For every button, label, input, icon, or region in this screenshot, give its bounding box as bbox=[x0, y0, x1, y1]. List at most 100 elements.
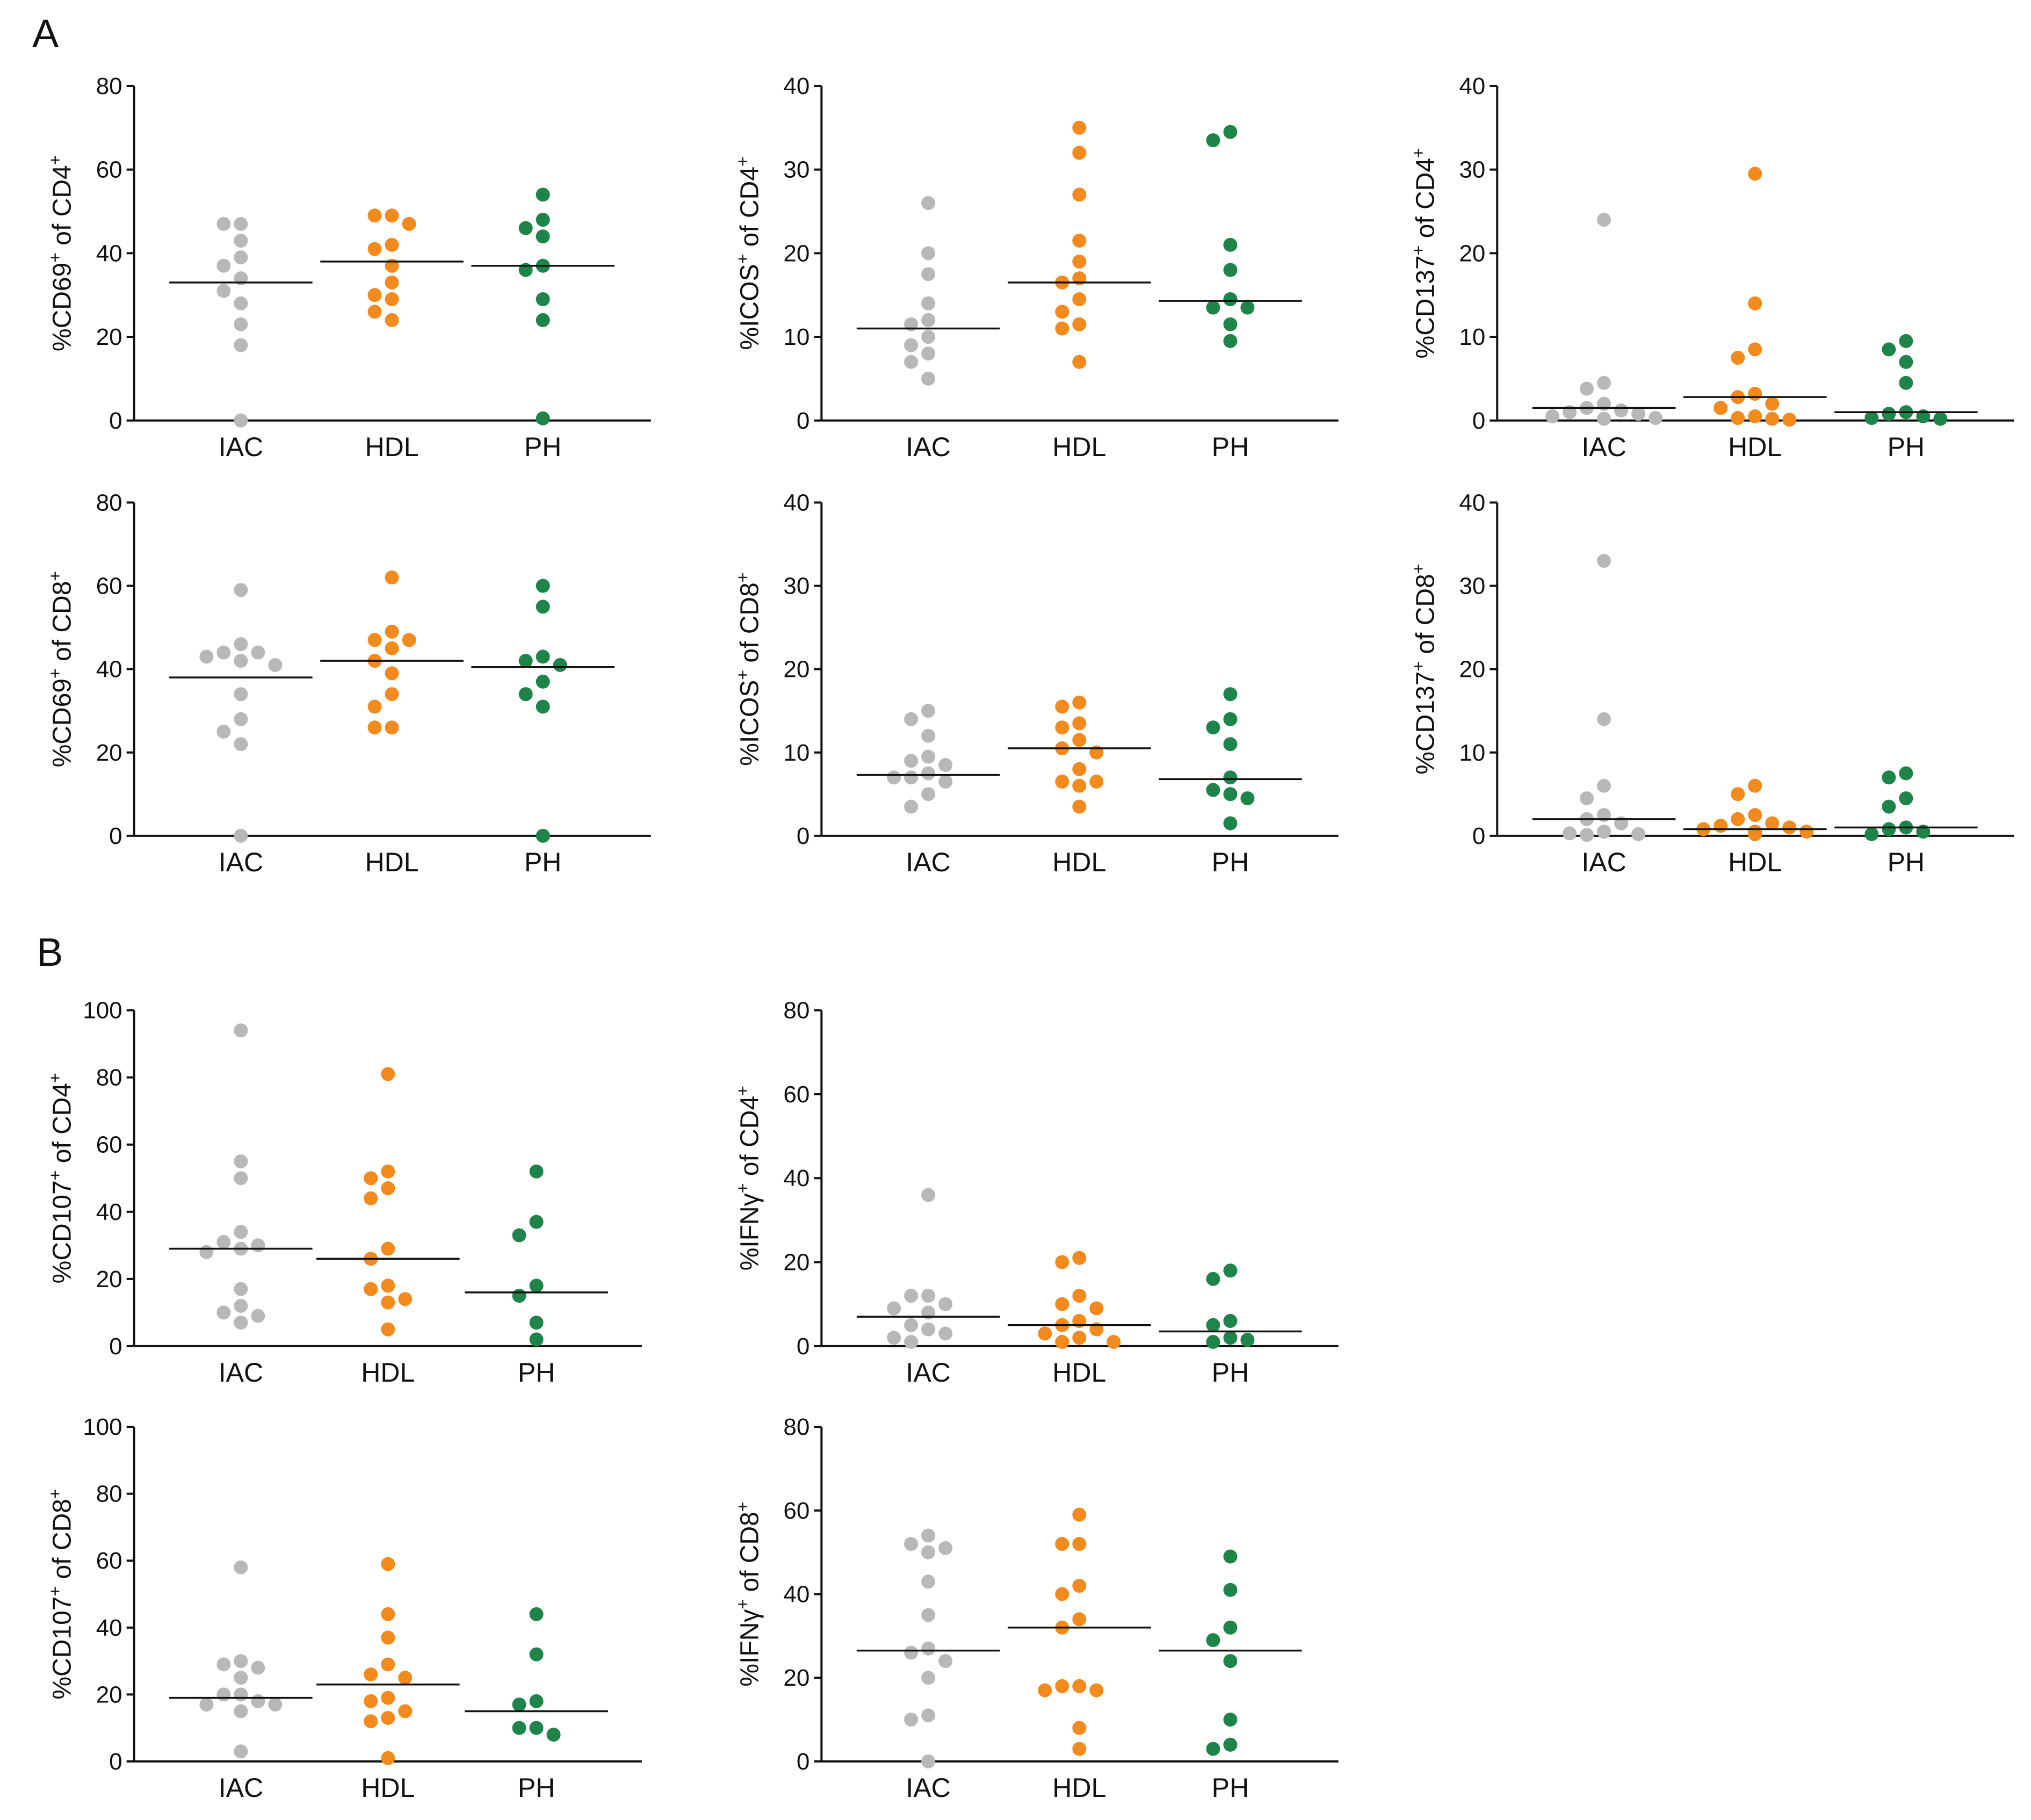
y-axis-label-mid: of CD4 bbox=[48, 1083, 77, 1171]
x-category-label: PH bbox=[1888, 432, 1925, 462]
dot-hdl bbox=[364, 1694, 378, 1708]
dot-hdl bbox=[1055, 775, 1069, 789]
dot-iac bbox=[904, 355, 919, 369]
y-tick-label: 10 bbox=[1459, 740, 1485, 766]
dot-hdl bbox=[1072, 1537, 1087, 1551]
dot-hdl bbox=[1072, 292, 1087, 307]
y-tick-label: 80 bbox=[783, 998, 809, 1024]
y-axis-label-sup1: + bbox=[733, 1183, 752, 1194]
dot-hdl bbox=[381, 1164, 395, 1179]
y-tick-label: 0 bbox=[1472, 408, 1485, 434]
dot-iac bbox=[216, 1687, 231, 1702]
dot-hdl bbox=[1055, 1587, 1069, 1601]
x-category-label: IAC bbox=[1581, 847, 1626, 877]
dot-iac bbox=[1580, 791, 1594, 806]
dot-ph bbox=[1899, 334, 1913, 348]
dot-iac bbox=[1597, 778, 1611, 793]
dot-iac bbox=[921, 1641, 936, 1656]
x-category-label: HDL bbox=[1728, 847, 1782, 877]
dot-ph bbox=[1223, 712, 1238, 726]
dot-iac bbox=[938, 1541, 953, 1555]
dot-iac bbox=[921, 330, 936, 344]
dot-hdl bbox=[381, 1691, 395, 1705]
dot-iac bbox=[904, 1645, 919, 1660]
dot-hdl bbox=[381, 1607, 395, 1621]
y-tick-label: 0 bbox=[1472, 823, 1485, 849]
dot-ph bbox=[529, 1279, 544, 1293]
dot-ph bbox=[512, 1698, 526, 1712]
dot-iac bbox=[921, 766, 936, 781]
dot-ph bbox=[1223, 737, 1238, 752]
dot-iac bbox=[234, 216, 248, 231]
dot-hdl bbox=[1782, 820, 1797, 835]
dot-hdl bbox=[1055, 699, 1069, 714]
y-tick-label: 80 bbox=[96, 1481, 122, 1507]
y-tick-label: 0 bbox=[109, 1333, 122, 1360]
dot-ph bbox=[1206, 1272, 1220, 1286]
dot-hdl bbox=[1072, 695, 1087, 710]
dot-hdl bbox=[364, 1667, 378, 1682]
dot-iac bbox=[234, 737, 248, 752]
dot-hdl bbox=[385, 292, 399, 307]
dot-iac bbox=[216, 284, 231, 298]
dot-hdl bbox=[367, 208, 382, 223]
dot-hdl bbox=[381, 1557, 395, 1571]
dot-iac bbox=[234, 1744, 248, 1759]
y-axis-label-sup2: + bbox=[46, 1489, 65, 1499]
y-axis-label-mid: of CD8 bbox=[48, 1499, 77, 1586]
dot-hdl bbox=[1055, 1537, 1069, 1551]
dot-hdl bbox=[1748, 827, 1762, 841]
y-axis-label-base: %CD107 bbox=[48, 1597, 77, 1700]
dot-hdl bbox=[1072, 733, 1087, 747]
y-axis-label-sup1: + bbox=[46, 668, 65, 678]
dot-iac bbox=[234, 828, 248, 843]
dot-hdl bbox=[1055, 720, 1069, 735]
dot-ph bbox=[536, 579, 550, 593]
y-tick-label: 60 bbox=[96, 1132, 122, 1158]
dot-ph bbox=[536, 292, 550, 307]
y-axis-label: %IFNγ+ of CD8+ bbox=[733, 1501, 764, 1686]
dot-iac bbox=[938, 1297, 953, 1311]
dot-hdl bbox=[364, 1282, 378, 1296]
y-axis-label-mid: of CD4 bbox=[1411, 158, 1440, 245]
dot-iac bbox=[938, 1654, 953, 1669]
y-tick-label: 40 bbox=[96, 656, 122, 683]
dot-hdl bbox=[1731, 812, 1745, 826]
y-axis-label-sup2: + bbox=[733, 156, 752, 167]
y-axis-label: %CD107+ of CD4+ bbox=[46, 1073, 77, 1283]
x-category-label: IAC bbox=[906, 847, 950, 877]
dot-hdl bbox=[1072, 146, 1087, 160]
dot-iac bbox=[234, 1023, 248, 1038]
dot-iac bbox=[234, 654, 248, 668]
x-category-label: PH bbox=[524, 847, 561, 877]
dot-hdl bbox=[1072, 1578, 1087, 1593]
dot-ph bbox=[1223, 317, 1238, 331]
y-axis-label-mid: of CD8 bbox=[735, 582, 764, 670]
dot-hdl bbox=[385, 624, 399, 639]
y-tick-label: 0 bbox=[109, 823, 122, 849]
dot-ph bbox=[536, 699, 550, 714]
y-axis-label-sup1: + bbox=[46, 1171, 65, 1181]
dot-ph bbox=[1206, 1335, 1220, 1349]
dot-hdl bbox=[1748, 778, 1762, 793]
dot-ph bbox=[1240, 300, 1255, 315]
dot-ph bbox=[529, 1164, 544, 1179]
dot-ph bbox=[529, 1215, 544, 1229]
y-tick-label: 30 bbox=[783, 573, 809, 600]
y-axis-label-sup2: + bbox=[46, 155, 65, 165]
dot-hdl bbox=[381, 1710, 395, 1725]
dot-ph bbox=[1206, 133, 1220, 148]
dot-hdl bbox=[1072, 1289, 1087, 1303]
dot-iac bbox=[234, 1560, 248, 1575]
dot-iac bbox=[1597, 554, 1611, 568]
dot-iac bbox=[234, 250, 248, 265]
dot-hdl bbox=[381, 1657, 395, 1672]
dot-hdl bbox=[1055, 1335, 1069, 1349]
y-axis-label-sup2: + bbox=[46, 571, 65, 581]
dot-iac bbox=[234, 1298, 248, 1313]
dot-ph bbox=[1223, 1331, 1238, 1345]
y-axis-label-base: %CD107 bbox=[48, 1180, 77, 1283]
dot-ph bbox=[1899, 355, 1913, 369]
dot-hdl bbox=[385, 720, 399, 735]
